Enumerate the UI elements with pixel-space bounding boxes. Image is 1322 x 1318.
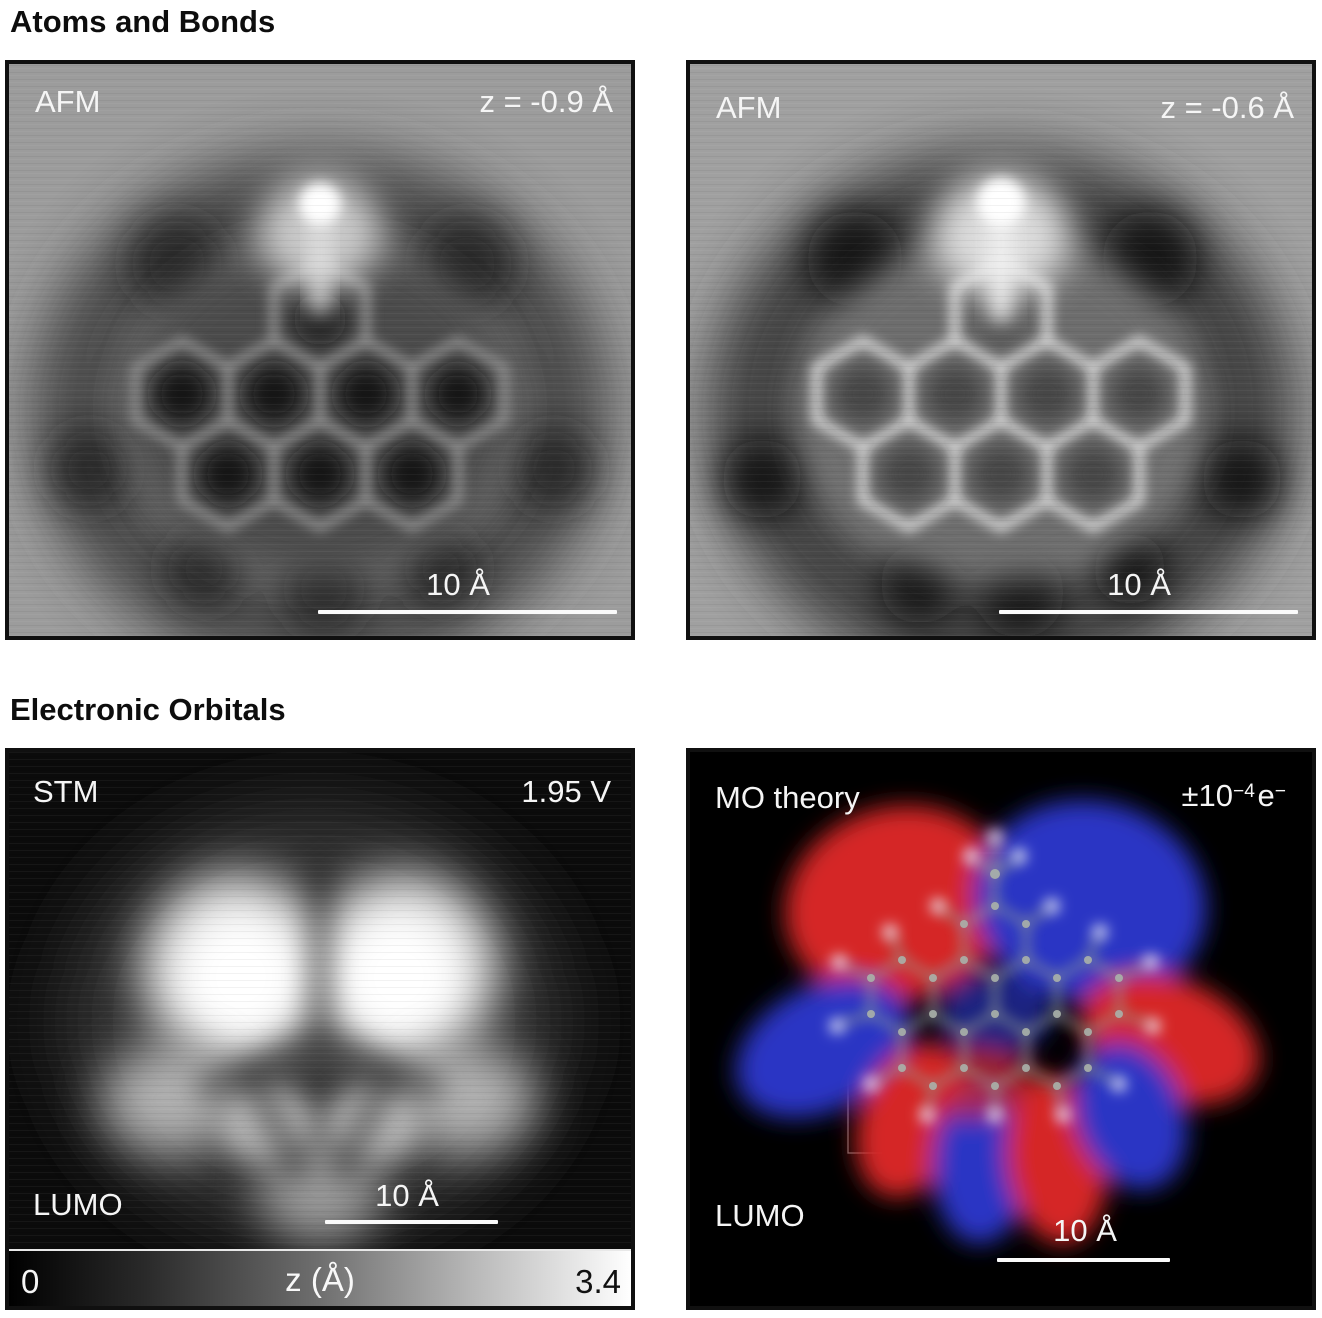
- stm-scalebar: [325, 1220, 498, 1224]
- mo-isovalue-base: ±10: [1181, 778, 1234, 813]
- mo-isovalue-label: ±10−4 e−: [1182, 780, 1286, 811]
- afm2-tip-height-label: z = -0.6 Å: [1160, 90, 1294, 125]
- colorbar-separator-line: [9, 1249, 631, 1251]
- afm1-scalebar: [318, 610, 617, 614]
- molecule-skeleton: [830, 830, 1160, 1122]
- afm1-scalebar-label: 10 Å: [426, 567, 490, 602]
- stm-colorbar: 0 z (Å) 3.4: [9, 1249, 631, 1306]
- section-title-electronic-orbitals: Electronic Orbitals: [10, 692, 286, 727]
- afm2-scalebar-label: 10 Å: [1107, 567, 1171, 602]
- stm-image: [9, 752, 631, 1249]
- afm-panel-z06: AFM z = -0.6 Å 10 Å: [686, 60, 1316, 640]
- stm-panel: STM 1.95 V LUMO 10 Å 0 z (Å) 3.4: [5, 748, 635, 1310]
- mo-scalebar-label: 10 Å: [1053, 1213, 1117, 1248]
- stm-technique-label: STM: [33, 774, 99, 809]
- mo-scalebar: [997, 1258, 1170, 1262]
- mo-isovalue-exponent: −4: [1233, 781, 1255, 802]
- stm-scalebar-label: 10 Å: [375, 1178, 439, 1213]
- afm-image-z06: [690, 64, 1312, 636]
- stm-orbital-label: LUMO: [33, 1187, 123, 1222]
- mo-technique-label: MO theory: [715, 780, 860, 815]
- afm2-technique-label: AFM: [716, 90, 782, 125]
- stm-bias-label: 1.95 V: [521, 774, 611, 809]
- colorbar-gradient: 0 z (Å) 3.4: [9, 1251, 631, 1306]
- afm1-tip-height-label: z = -0.9 Å: [479, 84, 613, 119]
- mo-isovalue-unit: e: [1257, 778, 1275, 813]
- colorbar-min-value: 0: [21, 1263, 40, 1300]
- mo-orbital-label: LUMO: [715, 1198, 805, 1233]
- mo-theory-image: [690, 752, 1312, 1306]
- afm-panel-z09: AFM z = -0.9 Å 10 Å: [5, 60, 635, 640]
- colorbar-max-value: 3.4: [575, 1263, 621, 1300]
- afm1-technique-label: AFM: [35, 84, 101, 119]
- section-title-atoms-and-bonds: Atoms and Bonds: [10, 4, 276, 39]
- afm-image-z09: [9, 64, 631, 636]
- mo-theory-panel: MO theory ±10−4 e− LUMO 10 Å: [686, 748, 1316, 1310]
- afm2-scalebar: [999, 610, 1298, 614]
- mo-isovalue-unit-exponent: −: [1274, 781, 1286, 802]
- colorbar-axis-label: z (Å): [285, 1261, 355, 1298]
